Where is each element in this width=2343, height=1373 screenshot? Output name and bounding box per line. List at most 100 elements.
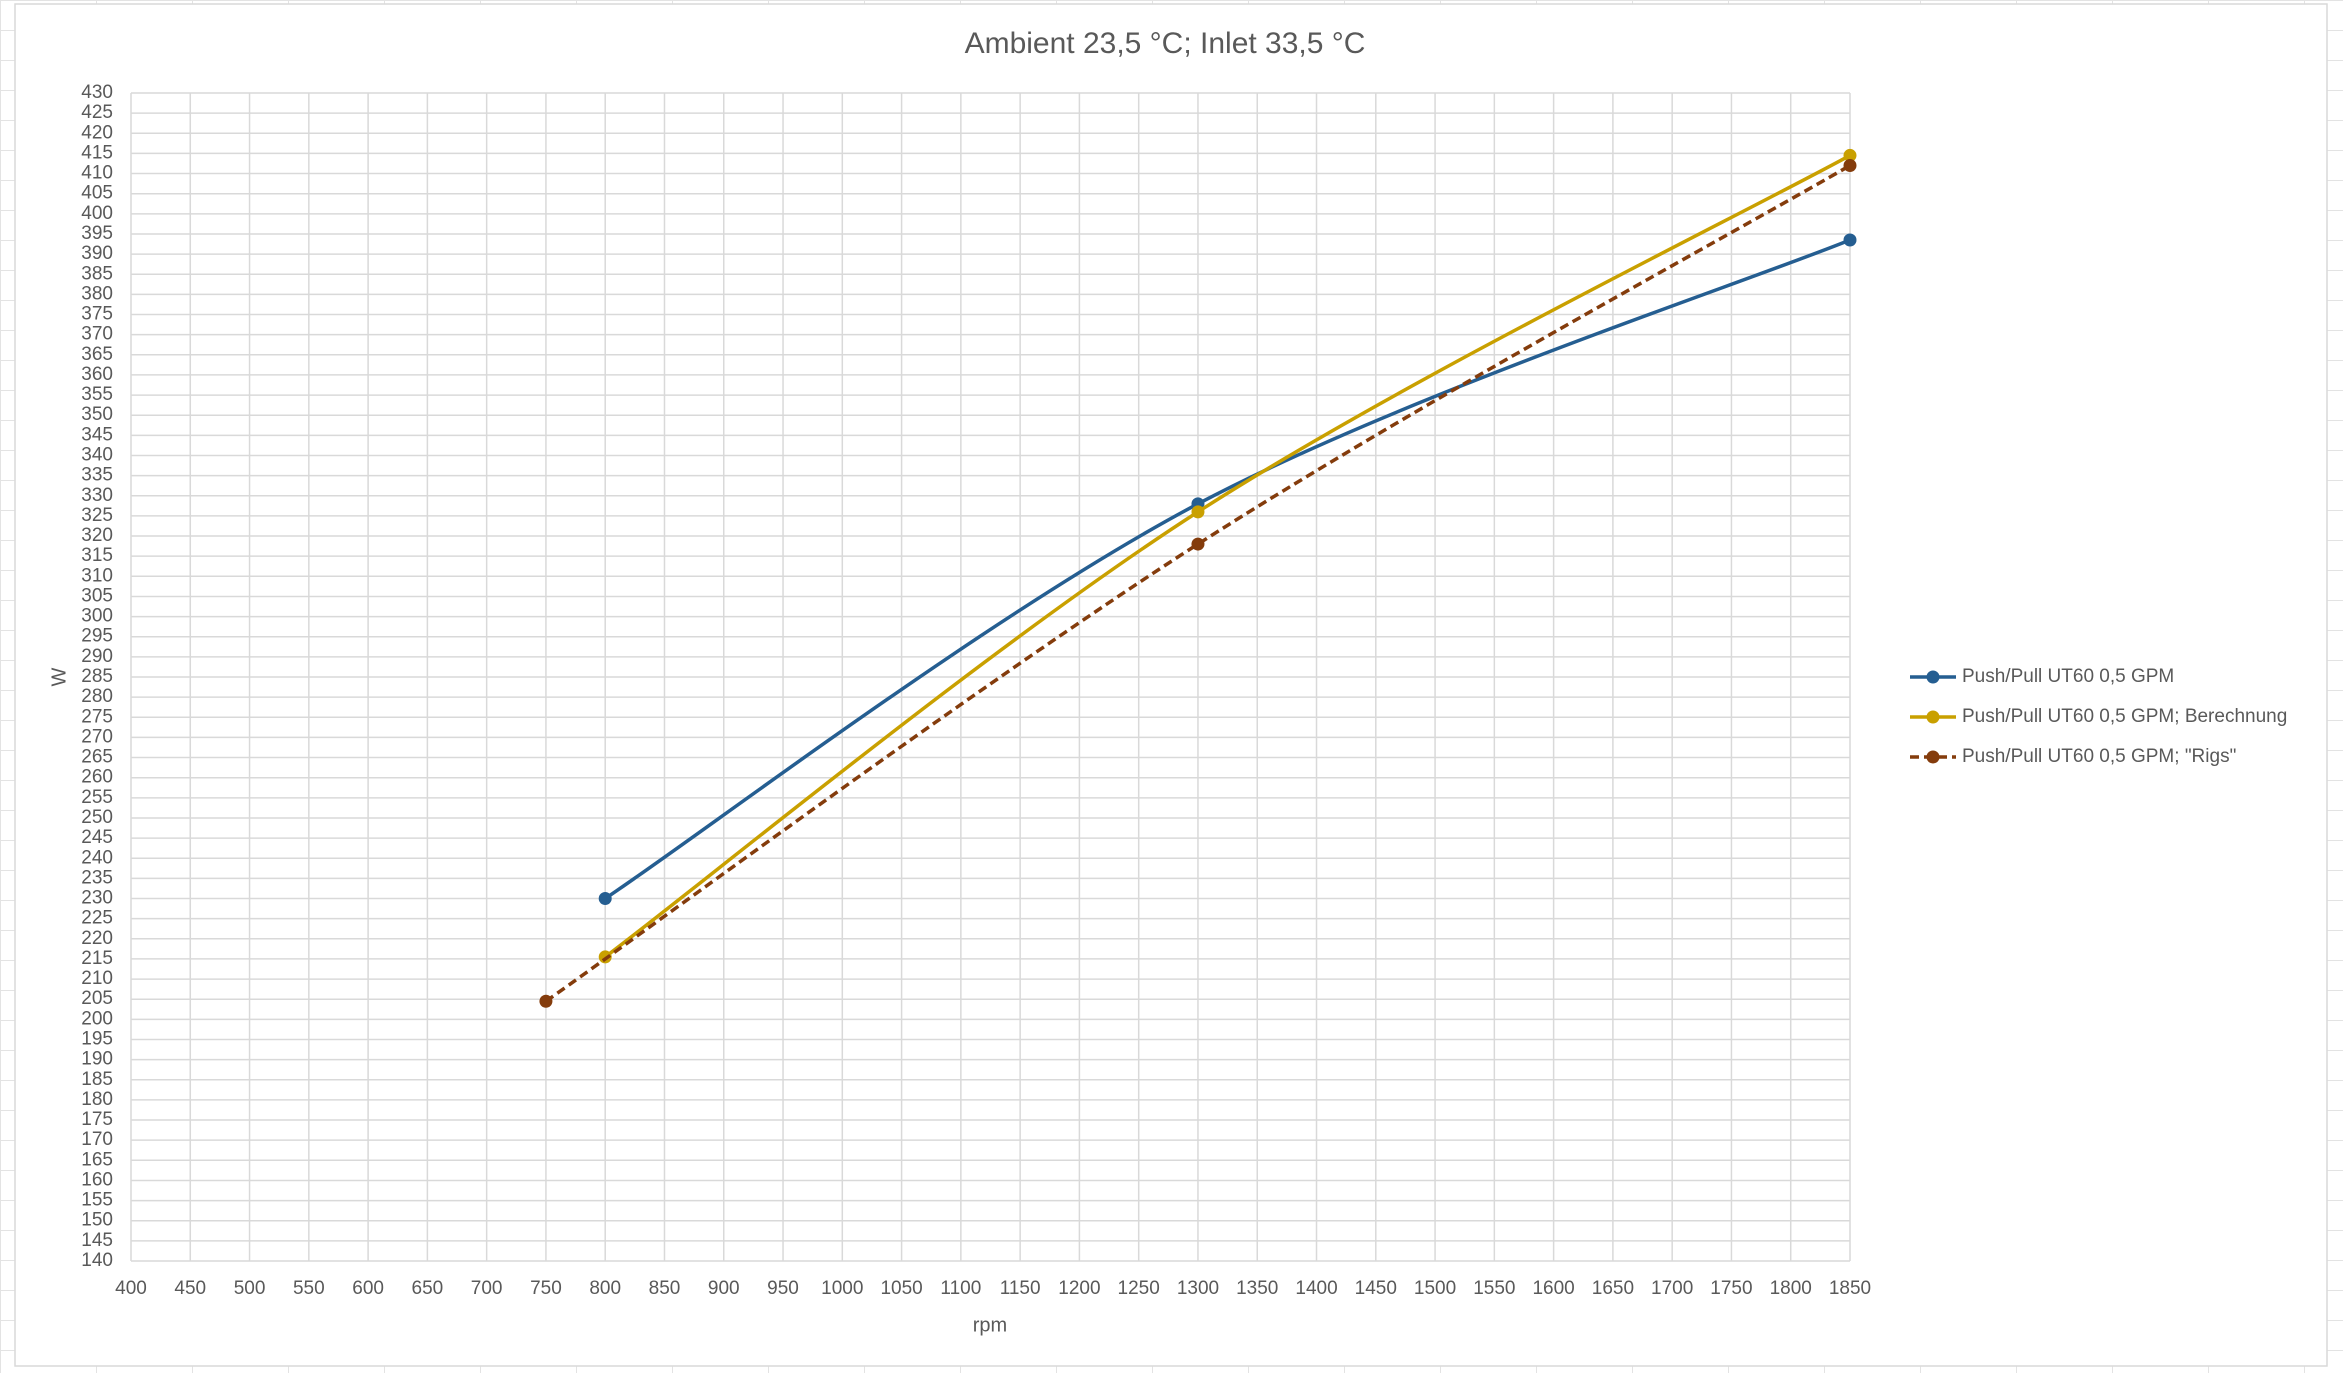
x-tick-label: 1750 xyxy=(1710,1278,1752,1299)
y-tick-label: 310 xyxy=(81,565,113,586)
y-tick-label: 425 xyxy=(81,102,113,123)
x-tick-label: 400 xyxy=(115,1278,147,1299)
y-tick-label: 175 xyxy=(81,1109,113,1130)
y-tick-label: 160 xyxy=(81,1169,113,1190)
y-tick-label: 250 xyxy=(81,807,113,828)
y-tick-label: 220 xyxy=(81,928,113,949)
legend-label: Push/Pull UT60 0,5 GPM xyxy=(1962,666,2174,687)
y-tick-label: 255 xyxy=(81,787,113,808)
y-tick-label: 165 xyxy=(81,1149,113,1170)
x-tick-label: 1100 xyxy=(940,1278,981,1299)
y-tick-label: 230 xyxy=(81,888,113,909)
chart-title: Ambient 23,5 °C; Inlet 33,5 °C xyxy=(965,27,1366,60)
legend-marker xyxy=(1926,670,1940,684)
x-tick-label: 1850 xyxy=(1829,1278,1871,1299)
y-tick-label: 260 xyxy=(81,767,113,788)
x-tick-label: 1450 xyxy=(1355,1278,1397,1299)
x-tick-label: 750 xyxy=(530,1278,562,1299)
x-tick-label: 500 xyxy=(234,1278,266,1299)
y-tick-label: 295 xyxy=(81,626,113,647)
y-tick-label: 365 xyxy=(81,344,113,365)
y-tick-label: 420 xyxy=(81,122,113,143)
x-axis-label: rpm xyxy=(973,1314,1007,1336)
x-tick-label: 1550 xyxy=(1473,1278,1515,1299)
y-tick-label: 380 xyxy=(81,283,113,304)
y-tick-label: 335 xyxy=(81,465,113,486)
x-tick-label: 1250 xyxy=(1118,1278,1160,1299)
y-tick-label: 180 xyxy=(81,1089,113,1110)
x-tick-label: 1700 xyxy=(1651,1278,1693,1299)
x-tick-label: 1050 xyxy=(880,1278,922,1299)
x-tick-label: 1400 xyxy=(1295,1278,1337,1299)
y-tick-label: 140 xyxy=(81,1250,113,1271)
y-tick-label: 270 xyxy=(81,726,113,747)
y-tick-label: 280 xyxy=(81,686,113,707)
y-tick-label: 305 xyxy=(81,585,113,606)
y-tick-label: 370 xyxy=(81,324,113,345)
y-tick-label: 320 xyxy=(81,525,113,546)
y-tick-label: 225 xyxy=(81,908,113,929)
x-tick-label: 1300 xyxy=(1177,1278,1219,1299)
x-tick-label: 450 xyxy=(174,1278,206,1299)
y-tick-label: 385 xyxy=(81,263,113,284)
series-line xyxy=(544,163,1851,1003)
x-tick-label: 650 xyxy=(412,1278,444,1299)
y-tick-label: 210 xyxy=(81,968,113,989)
data-point xyxy=(1191,505,1205,519)
y-tick-label: 430 xyxy=(81,82,113,103)
x-tick-label: 850 xyxy=(649,1278,681,1299)
y-tick-label: 355 xyxy=(81,384,113,405)
y-tick-label: 400 xyxy=(81,203,113,224)
y-tick-label: 375 xyxy=(81,304,113,325)
data-point xyxy=(1843,148,1857,162)
y-tick-label: 390 xyxy=(81,243,113,264)
y-tick-label: 300 xyxy=(81,606,113,627)
y-tick-label: 340 xyxy=(81,444,113,465)
legend-marker xyxy=(1926,750,1940,764)
x-tick-label: 1800 xyxy=(1770,1278,1812,1299)
x-tick-label: 700 xyxy=(471,1278,503,1299)
y-tick-label: 155 xyxy=(81,1190,113,1211)
y-tick-label: 145 xyxy=(81,1230,113,1251)
x-tick-label: 900 xyxy=(708,1278,740,1299)
y-tick-label: 275 xyxy=(81,706,113,727)
x-tick-label: 1600 xyxy=(1532,1278,1574,1299)
x-tick-label: 550 xyxy=(293,1278,325,1299)
x-tick-label: 1150 xyxy=(1000,1278,1041,1299)
legend-marker xyxy=(1926,710,1940,724)
y-tick-label: 265 xyxy=(81,747,113,768)
y-tick-label: 170 xyxy=(81,1129,113,1150)
y-tick-label: 415 xyxy=(81,142,113,163)
data-point xyxy=(539,994,553,1008)
y-tick-label: 360 xyxy=(81,364,113,385)
x-tick-label: 1500 xyxy=(1414,1278,1456,1299)
y-tick-label: 325 xyxy=(81,505,113,526)
x-tick-label: 1200 xyxy=(1058,1278,1100,1299)
y-tick-label: 190 xyxy=(81,1049,113,1070)
y-tick-label: 290 xyxy=(81,646,113,667)
y-tick-label: 195 xyxy=(81,1028,113,1049)
y-tick-label: 205 xyxy=(81,988,113,1009)
y-tick-label: 200 xyxy=(81,1008,113,1029)
y-tick-label: 410 xyxy=(81,163,113,184)
y-tick-label: 395 xyxy=(81,223,113,244)
legend-label: Push/Pull UT60 0,5 GPM; Berechnung xyxy=(1962,706,2287,727)
x-tick-label: 1650 xyxy=(1592,1278,1634,1299)
chart-frame xyxy=(14,3,2328,1367)
x-tick-label: 1350 xyxy=(1236,1278,1278,1299)
x-tick-label: 950 xyxy=(767,1278,799,1299)
data-point xyxy=(1843,233,1857,247)
x-tick-label: 800 xyxy=(589,1278,621,1299)
y-tick-label: 185 xyxy=(81,1069,113,1090)
data-point xyxy=(1843,158,1857,172)
y-axis-label: W xyxy=(48,667,70,686)
data-point xyxy=(598,892,612,906)
y-tick-label: 350 xyxy=(81,404,113,425)
y-tick-label: 150 xyxy=(81,1210,113,1231)
y-tick-label: 235 xyxy=(81,867,113,888)
y-tick-label: 240 xyxy=(81,847,113,868)
y-tick-label: 215 xyxy=(81,948,113,969)
y-tick-label: 345 xyxy=(81,424,113,445)
